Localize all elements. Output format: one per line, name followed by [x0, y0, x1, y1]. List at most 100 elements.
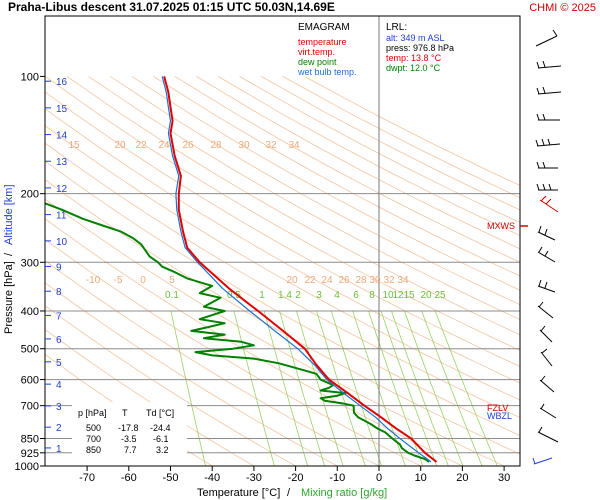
dry-adiabat — [88, 76, 520, 321]
lrl-title: LRL: — [386, 22, 407, 33]
dry-adiabat — [45, 160, 520, 437]
x-tick-label: -70 — [79, 472, 95, 484]
wind-barb — [539, 195, 559, 213]
data-table-box — [72, 402, 187, 460]
pressure-tick-label: 850 — [21, 434, 39, 446]
altitude-tick-label: 14 — [56, 131, 68, 142]
wind-barb — [537, 246, 556, 263]
dry-adiabat — [109, 76, 520, 306]
altitude-tick-label: 11 — [56, 211, 67, 222]
adiabat-label: 20 — [114, 140, 126, 151]
altitude-tick-label: 7 — [56, 311, 62, 322]
altitude-tick-label: 3 — [56, 402, 62, 413]
adiabat-label: 22 — [135, 140, 147, 151]
altitude-tick-label: 4 — [56, 380, 62, 391]
mixing-ratio-label: 1.4 — [278, 290, 292, 301]
wind-barb — [536, 183, 558, 191]
legend-title: EMAGRAM — [298, 22, 350, 33]
x-axis: -70 -60 -50 -40 -30 -20 -10 0 10 20 30 — [79, 466, 510, 484]
x-tick-label: -50 — [163, 472, 179, 484]
x-axis-mix-label: Mixing ratio [g/kg] — [301, 487, 387, 499]
table-cell: -17.8 — [118, 423, 139, 433]
x-axis-label: Temperature [°C] — [197, 487, 280, 499]
y-axis-sep: / — [3, 252, 15, 256]
series-line-temperature — [163, 76, 438, 463]
table-header-p: p [hPa] — [78, 408, 107, 418]
wind-barb — [536, 86, 562, 95]
wind-barb — [537, 426, 559, 443]
mixing-ratio-label: 0.5 — [227, 290, 241, 301]
adiabat-label: 30 — [369, 275, 381, 286]
wind-barb — [537, 225, 556, 241]
wind-barb — [539, 403, 557, 419]
wind-barb — [535, 29, 558, 47]
altitude-tick-label: 10 — [56, 237, 68, 248]
adiabat-label: 26 — [182, 140, 194, 151]
adiabat-label: 24 — [158, 140, 170, 151]
x-tick-label: 10 — [415, 472, 427, 484]
adiabat-label: 34 — [397, 275, 409, 286]
lrl-alt: alt: 349 m ASL — [386, 33, 445, 43]
chart-title: Praha-Libus descent 31.07.2025 01:15 UTC… — [8, 0, 335, 14]
pressure-tick-label: 300 — [21, 257, 39, 269]
x-tick-label: 20 — [456, 472, 468, 484]
wind-barb — [536, 113, 560, 121]
adiabat-label: 32 — [265, 140, 277, 151]
table-cell: -24.4 — [150, 423, 171, 433]
altitude-tick-label: 16 — [56, 77, 68, 88]
table-cell: -3.5 — [121, 434, 137, 444]
altitude-tick-label: 15 — [56, 104, 68, 115]
wind-barb — [539, 325, 553, 343]
adiabat-label: 22 — [304, 275, 316, 286]
wind-barb — [540, 348, 553, 367]
table-cell: -6.1 — [153, 434, 169, 444]
legend-wet-bulb: wet bulb temp. — [297, 67, 357, 77]
mixing-ratio-label: 15 — [403, 290, 415, 301]
x-tick-label: 0 — [376, 472, 382, 484]
table-cell: 3.2 — [156, 445, 169, 455]
dry-adiabat — [174, 76, 520, 263]
dry-adiabat — [45, 108, 520, 384]
y-axis-label: Pressure [hPa] — [3, 261, 15, 334]
mixing-ratio-label: 8 — [369, 290, 375, 301]
table-header-td: Td [°C] — [146, 408, 174, 418]
series-line-wet-bulb-temp- — [161, 76, 432, 463]
wind-barb — [535, 138, 561, 147]
mxws-label: MXWS — [487, 221, 515, 231]
altitude-tick-label: 6 — [56, 335, 62, 346]
mixing-ratio-label: 12 — [392, 290, 404, 301]
x-tick-label: -40 — [204, 472, 220, 484]
plot-area — [45, 16, 520, 466]
altitude-tick-label: 8 — [56, 287, 62, 298]
pressure-tick-label: 500 — [21, 344, 39, 356]
lrl-temp: temp: 13.8 °C — [386, 53, 442, 63]
table-cell: 500 — [86, 423, 101, 433]
pressure-tick-label: 400 — [21, 306, 39, 318]
legend-virt-temp: virt.temp. — [298, 47, 335, 57]
mixing-ratio-label: 2 — [295, 290, 301, 301]
adiabat-label: 28 — [355, 275, 367, 286]
mixing-ratio-label: 20 — [420, 290, 432, 301]
adiabat-label: 20 — [286, 275, 298, 286]
altitude-tick-label: 13 — [56, 157, 68, 168]
mixing-ratio-label: 6 — [353, 290, 359, 301]
wind-barb — [537, 279, 556, 293]
x-tick-label: -60 — [121, 472, 137, 484]
adiabat-label: 24 — [321, 275, 333, 286]
dry-adiabat — [45, 76, 520, 351]
lrl-dwpt: dwpt: 12.0 °C — [386, 63, 441, 73]
table-cell: 700 — [86, 434, 101, 444]
altitude-tick-label: 1 — [56, 444, 62, 455]
mixing-ratio-label: 3 — [316, 290, 322, 301]
wind-barb — [537, 301, 554, 319]
altitude-tick-label: 2 — [56, 423, 62, 434]
wind-barbs — [532, 29, 562, 465]
fzlv-label: FZLV — [487, 403, 508, 413]
mixing-ratio-label: 10 — [382, 290, 394, 301]
adiabat-label: 34 — [288, 140, 300, 151]
y-axis-alt-label: Altitude [km] — [3, 184, 15, 245]
pressure-tick-label: 600 — [21, 375, 39, 387]
series-line-dew-point — [45, 202, 430, 463]
